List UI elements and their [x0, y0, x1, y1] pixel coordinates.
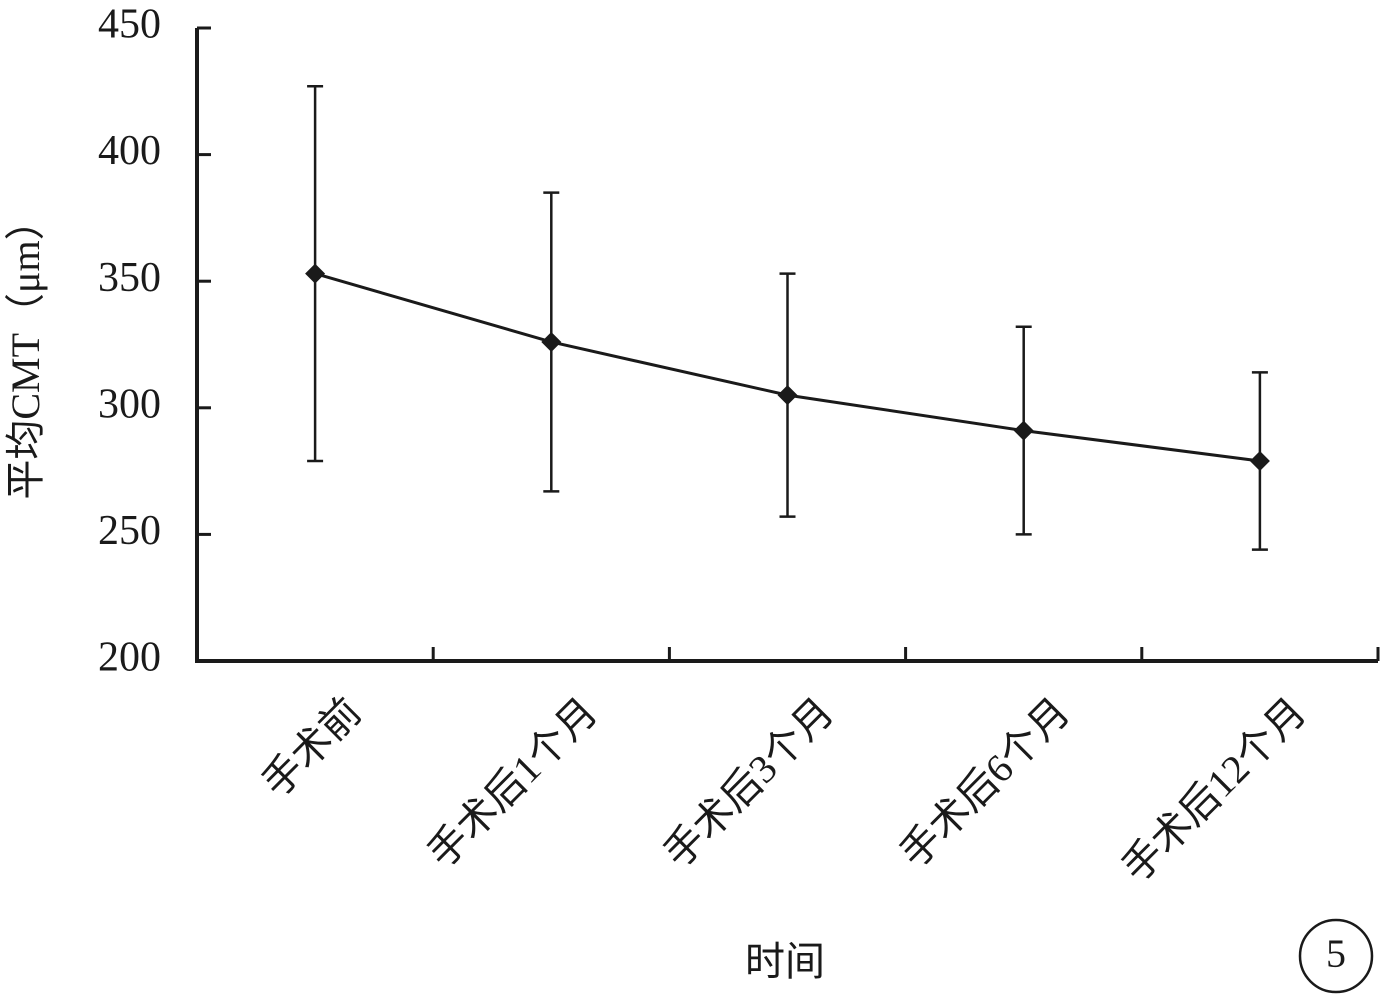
- marker: [1249, 450, 1270, 471]
- y-tick-label: 300: [98, 381, 161, 427]
- y-tick-label: 200: [98, 635, 161, 681]
- y-tick-label: 250: [98, 508, 161, 554]
- marker: [541, 331, 562, 352]
- x-tick-label: 手术后3个月: [655, 689, 842, 876]
- x-tick-label: 手术前: [253, 689, 370, 806]
- y-tick-label: 400: [98, 128, 161, 174]
- x-tick-label: 手术后6个月: [891, 689, 1078, 876]
- x-tick-label: 手术后12个月: [1113, 689, 1315, 891]
- annotation: 5: [1326, 931, 1346, 976]
- marker: [1013, 420, 1034, 441]
- y-tick-label: 450: [98, 2, 161, 48]
- annotation-circle: [1298, 918, 1374, 994]
- y-tick-label: 350: [98, 255, 161, 301]
- y-axis-label: 平均CMT（μm）: [3, 200, 48, 499]
- marker: [305, 263, 326, 284]
- marker: [777, 385, 798, 406]
- x-tick-label: 手术后1个月: [419, 689, 606, 876]
- x-axis-label: 时间: [745, 939, 825, 984]
